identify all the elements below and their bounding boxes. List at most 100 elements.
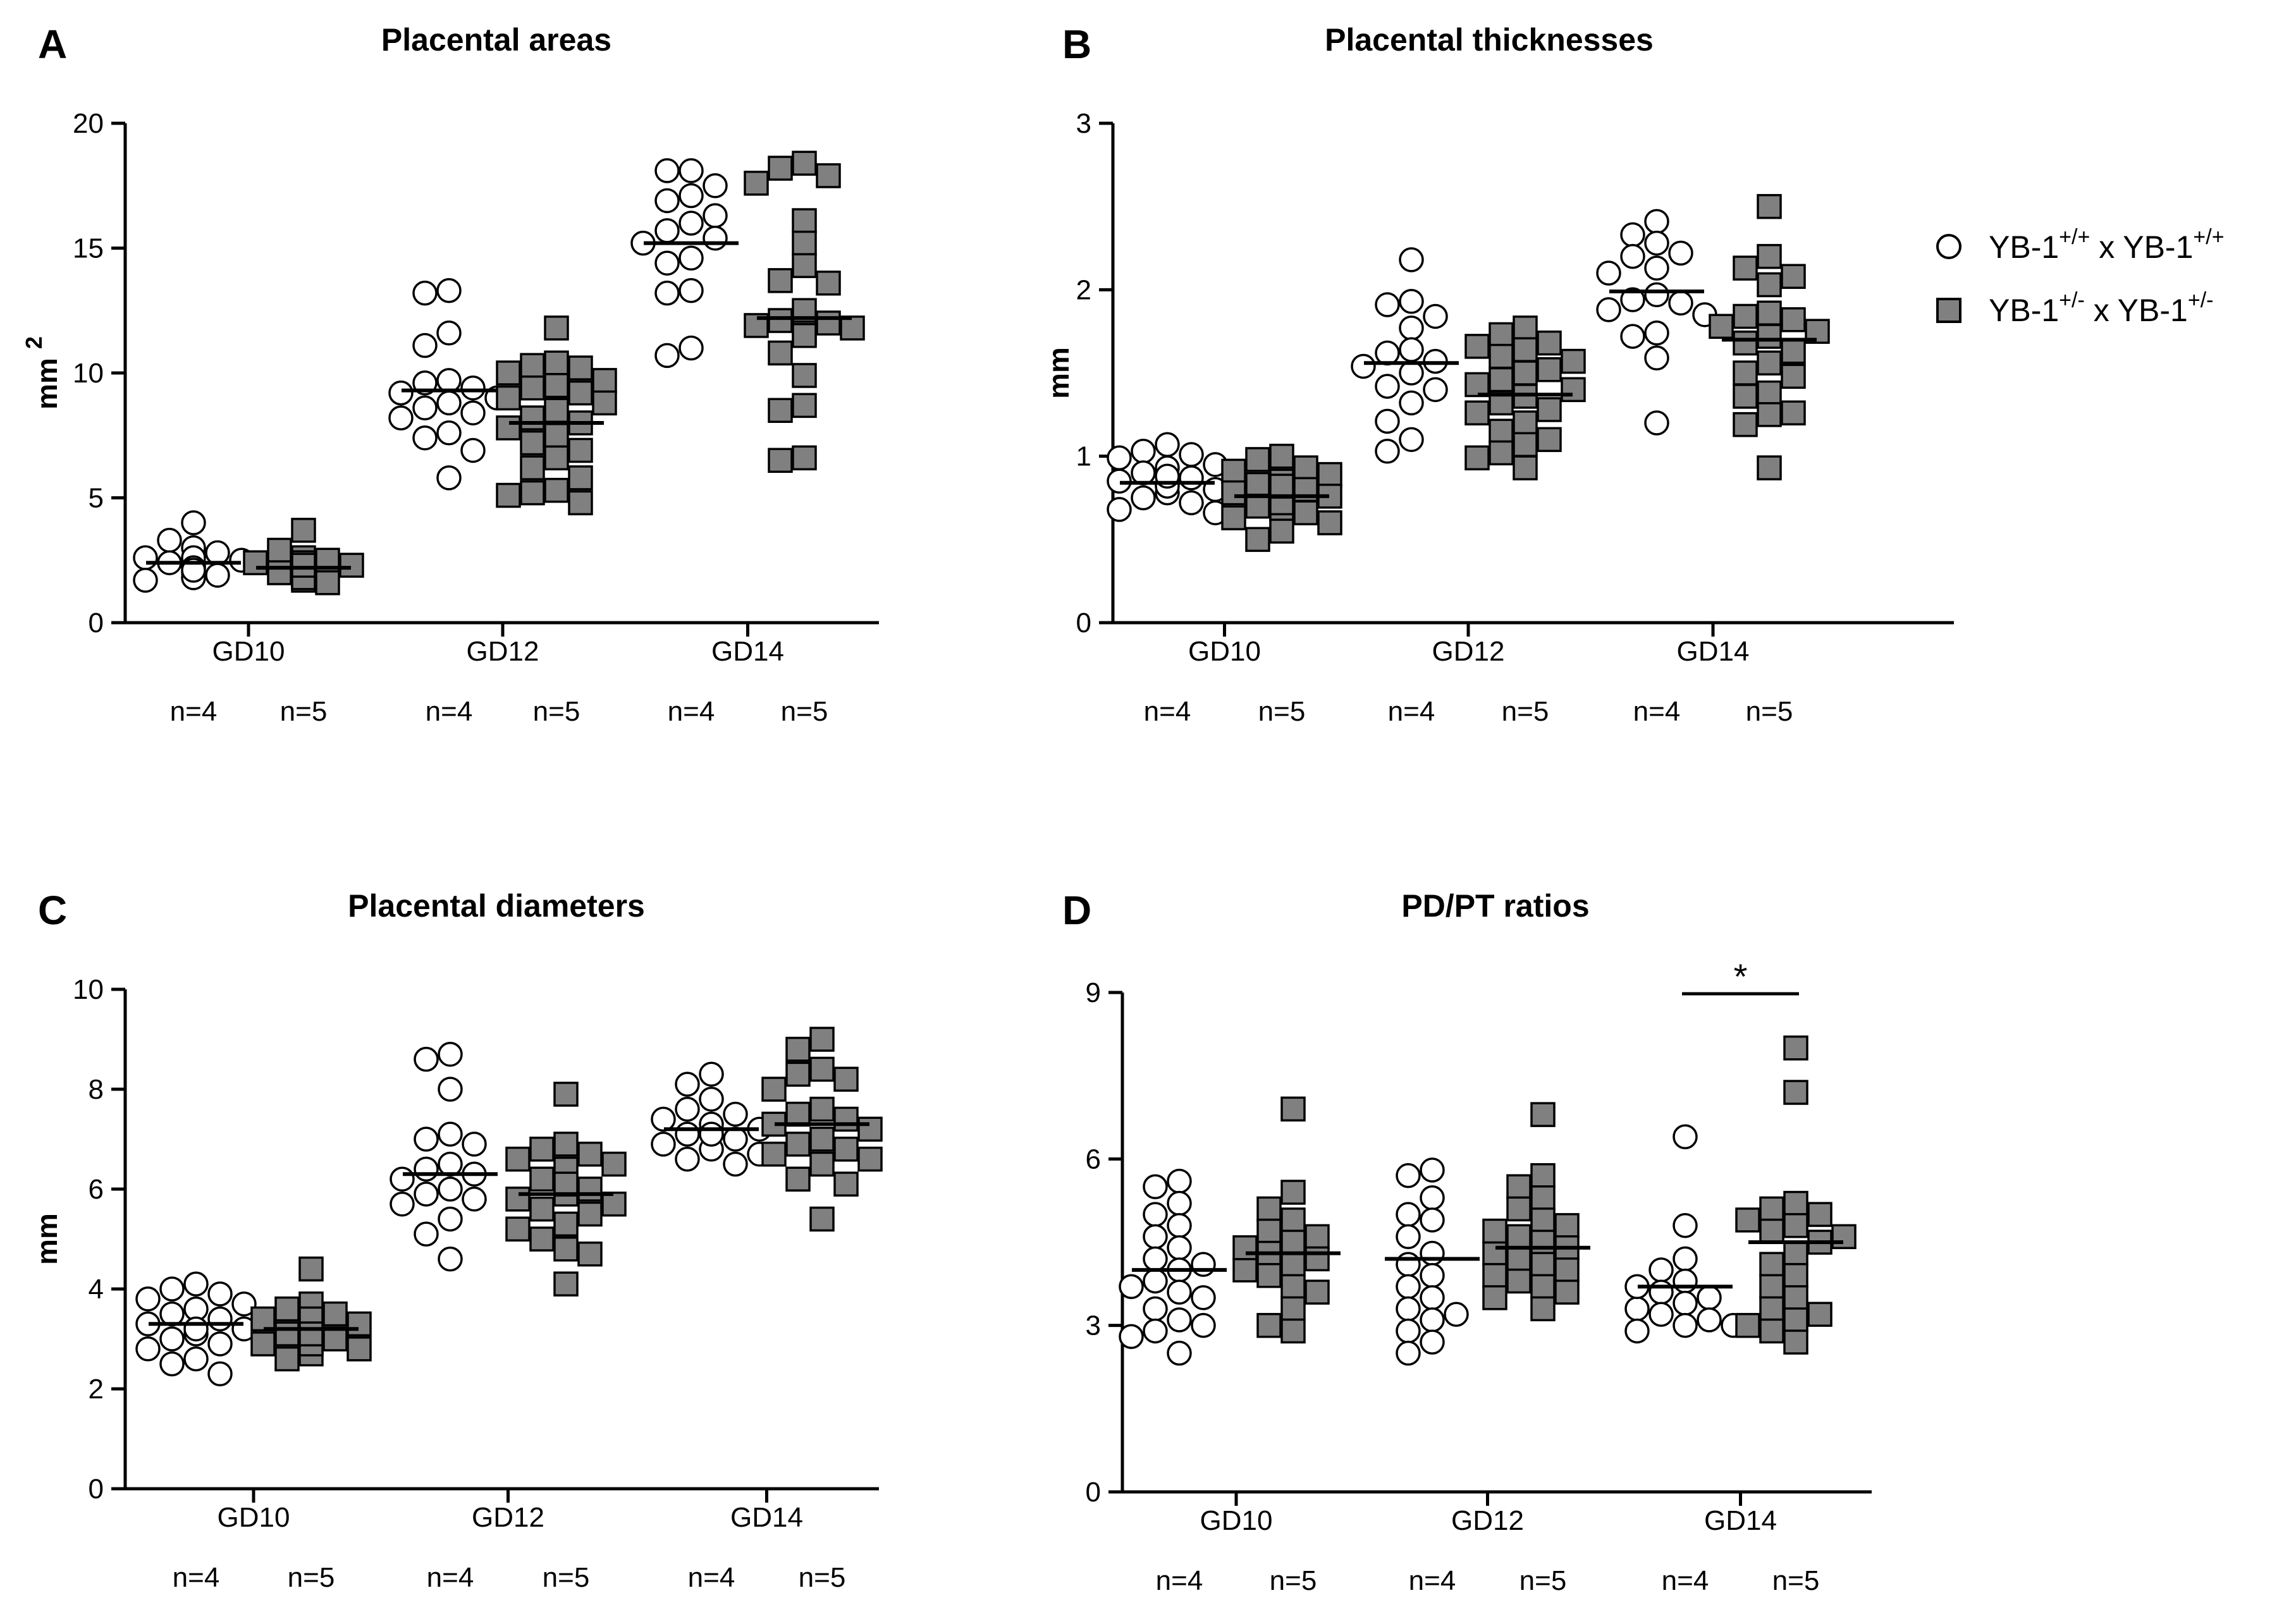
data-point-circle bbox=[231, 1291, 257, 1317]
data-point-circle bbox=[651, 1132, 676, 1157]
data-point-square bbox=[1530, 1207, 1556, 1233]
data-point-square bbox=[816, 163, 841, 188]
y-axis-unit: mm bbox=[30, 358, 63, 410]
data-point-square bbox=[857, 1146, 883, 1172]
data-point-square bbox=[553, 1211, 579, 1237]
data-point-square bbox=[1305, 1224, 1330, 1249]
data-point-square bbox=[496, 385, 521, 411]
data-point-circle bbox=[1648, 1279, 1674, 1305]
data-point-circle bbox=[159, 1276, 185, 1302]
data-point-circle bbox=[675, 1121, 700, 1147]
data-point-square bbox=[792, 150, 817, 176]
data-point-square bbox=[1245, 472, 1270, 498]
data-point-circle bbox=[1375, 340, 1400, 366]
data-point-square bbox=[1513, 337, 1538, 362]
data-point-square bbox=[833, 1066, 859, 1092]
data-point-square bbox=[291, 518, 316, 543]
data-point-circle bbox=[183, 1346, 209, 1372]
data-point-circle bbox=[703, 225, 728, 251]
data-point-circle bbox=[460, 400, 486, 425]
data-point-square bbox=[1482, 1262, 1507, 1288]
data-point-square bbox=[553, 1271, 579, 1297]
y-axis-unit: mm bbox=[30, 1213, 63, 1265]
data-point-square bbox=[1783, 1190, 1808, 1216]
panel-title: PD/PT ratios bbox=[1401, 888, 1589, 924]
data-point-square bbox=[816, 310, 841, 336]
data-point-circle bbox=[1644, 209, 1669, 235]
y-axis-label: mm bbox=[30, 1213, 63, 1265]
data-point-circle bbox=[205, 540, 230, 566]
data-point-circle bbox=[1620, 222, 1645, 248]
data-point-circle bbox=[207, 1331, 233, 1357]
y-tick-label: 6 bbox=[1086, 1144, 1101, 1175]
y-tick-label: 0 bbox=[1076, 608, 1091, 638]
data-point-circle bbox=[159, 1326, 185, 1352]
data-point-circle bbox=[438, 1246, 463, 1272]
data-point-circle bbox=[1107, 497, 1132, 522]
data-point-circle bbox=[1191, 1252, 1216, 1277]
data-point-circle bbox=[1644, 230, 1669, 256]
data-point-square bbox=[1245, 493, 1270, 519]
data-point-circle bbox=[678, 183, 704, 209]
data-point-circle bbox=[1167, 1307, 1192, 1333]
y-tick-label: 0 bbox=[89, 1474, 104, 1505]
data-point-square bbox=[322, 1326, 348, 1352]
category-label-gd14: GD14 bbox=[1704, 1505, 1777, 1536]
category-label-gd14: GD14 bbox=[730, 1502, 803, 1533]
data-point-circle bbox=[1131, 460, 1156, 485]
legend-circle-marker bbox=[1936, 234, 1961, 259]
data-point-square bbox=[1733, 384, 1758, 409]
data-point-square bbox=[1783, 1212, 1808, 1238]
data-point-circle bbox=[1179, 442, 1204, 467]
data-point-square bbox=[520, 405, 545, 431]
data-point-square bbox=[1280, 1207, 1306, 1233]
data-point-square bbox=[1781, 363, 1806, 389]
sample-size-label: n=5 bbox=[1746, 696, 1793, 727]
data-point-circle bbox=[1420, 1240, 1445, 1266]
data-point-square bbox=[1735, 1207, 1760, 1233]
data-point-circle bbox=[699, 1087, 724, 1112]
category-label-gd12: GD12 bbox=[1432, 636, 1505, 667]
data-point-square bbox=[577, 1201, 603, 1227]
data-point-circle bbox=[414, 1046, 439, 1072]
data-point-square bbox=[529, 1137, 555, 1162]
data-point-circle bbox=[390, 1166, 415, 1192]
data-point-square bbox=[1280, 1230, 1306, 1255]
data-point-square bbox=[840, 315, 865, 341]
data-point-circle bbox=[1420, 1207, 1445, 1233]
data-point-square bbox=[1759, 1252, 1784, 1277]
data-point-circle bbox=[1143, 1174, 1168, 1199]
data-point-square bbox=[792, 363, 817, 388]
data-point-square bbox=[1280, 1318, 1306, 1344]
data-point-circle bbox=[1143, 1268, 1168, 1294]
data-point-circle bbox=[675, 1146, 700, 1172]
data-point-square bbox=[1757, 350, 1782, 376]
category-label-gd12: GD12 bbox=[1451, 1505, 1524, 1536]
data-point-circle bbox=[460, 375, 486, 401]
data-point-square bbox=[520, 375, 545, 401]
data-point-square bbox=[1293, 455, 1318, 480]
data-point-circle bbox=[654, 343, 680, 369]
data-point-square bbox=[768, 398, 793, 423]
data-point-square bbox=[529, 1226, 555, 1252]
data-point-square bbox=[1537, 330, 1562, 356]
data-point-square bbox=[520, 353, 545, 378]
data-point-square bbox=[267, 560, 292, 585]
data-point-square bbox=[1733, 412, 1758, 437]
y-tick-label: 3 bbox=[1086, 1310, 1101, 1341]
data-point-square bbox=[347, 1336, 372, 1362]
legend-square-marker bbox=[1936, 298, 1961, 323]
data-point-circle bbox=[1399, 360, 1424, 386]
data-point-square bbox=[809, 1056, 835, 1082]
data-point-square bbox=[1733, 330, 1758, 356]
panel-letter: D bbox=[1062, 888, 1091, 933]
category-label-gd10: GD10 bbox=[218, 1502, 290, 1533]
data-point-circle bbox=[159, 1351, 185, 1377]
data-point-circle bbox=[438, 1041, 463, 1067]
data-point-circle bbox=[1399, 247, 1424, 272]
y-axis-label: mm 2 bbox=[21, 336, 63, 410]
data-point-square bbox=[1513, 360, 1538, 386]
sample-size-label: n=5 bbox=[1258, 696, 1306, 727]
